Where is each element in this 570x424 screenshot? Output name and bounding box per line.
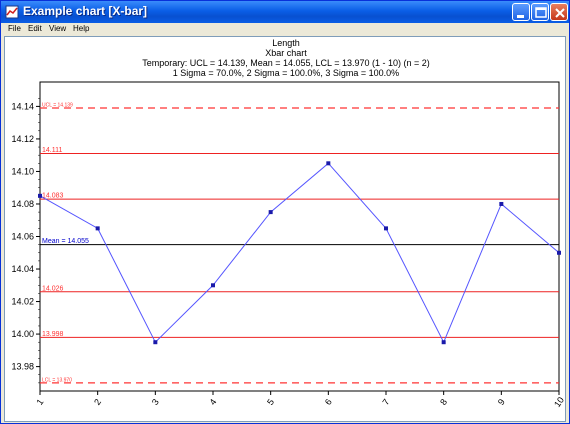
x-tick-label: 6 (323, 397, 334, 407)
chart-subtitle: Xbar chart (265, 48, 307, 58)
data-point (326, 161, 331, 166)
data-point (499, 201, 504, 206)
control-limits-summary: Temporary: UCL = 14.139, Mean = 14.055, … (142, 58, 430, 68)
sigma-line-label: 14.026 (42, 285, 64, 292)
mean-line-label: Mean = 14.055 (42, 238, 89, 245)
y-tick-label: 13.98 (11, 362, 34, 372)
x-tick-label: 1 (34, 397, 45, 407)
plot-frame (39, 81, 560, 392)
x-tick-label: 2 (92, 397, 103, 407)
menu-edit[interactable]: Edit (28, 24, 42, 33)
chart-area: Length Xbar chart Temporary: UCL = 14.13… (4, 36, 566, 422)
close-button[interactable] (550, 3, 568, 21)
menu-bar: File Edit View Help (1, 23, 569, 36)
close-icon (555, 8, 565, 18)
series-line (39, 162, 560, 344)
data-point (95, 226, 100, 231)
data-point (557, 250, 561, 255)
xbar-chart: 14.14 14.12 14.10 14.08 14.06 14.04 14.02 14.00… (11, 81, 566, 409)
x-tick-label: 10 (552, 395, 566, 409)
minimize-button[interactable] (512, 3, 530, 21)
chart-title: Length (272, 38, 300, 48)
data-point (153, 340, 158, 345)
y-tick-label: 14.12 (11, 134, 34, 144)
data-point (441, 340, 446, 345)
y-tick-label: 14.06 (11, 232, 34, 242)
x-tick-label: 5 (265, 397, 276, 407)
data-point (211, 283, 215, 288)
data-point (38, 193, 42, 198)
sigma-summary: 1 Sigma = 70.0%, 2 Sigma = 100.0%, 3 Sig… (172, 68, 400, 78)
data-point (384, 226, 388, 231)
control-limit-line-label: LCL = 13.970 (42, 377, 72, 383)
x-tick-label: 8 (438, 397, 449, 407)
x-tick-label: 4 (207, 397, 218, 407)
sigma-line-label: 13.998 (42, 331, 64, 338)
window-title: Example chart [X-bar] (23, 4, 148, 18)
title-bar[interactable]: Example chart [X-bar] (1, 1, 569, 23)
x-tick-label: 9 (496, 397, 507, 407)
data-point (268, 210, 273, 215)
sigma-line-label: 14.111 (42, 147, 62, 154)
minimize-icon (517, 15, 524, 18)
menu-file[interactable]: File (8, 24, 21, 33)
sigma-line-label: 14.083 (42, 193, 64, 200)
menu-help[interactable]: Help (73, 24, 90, 33)
x-tick-label: 3 (150, 397, 161, 407)
maximize-button[interactable] (531, 3, 549, 21)
maximize-icon (535, 7, 547, 18)
y-tick-label: 14.10 (11, 166, 34, 176)
y-tick-label: 14.14 (11, 101, 34, 111)
y-tick-label: 14.04 (11, 264, 34, 274)
menu-view[interactable]: View (49, 24, 67, 33)
x-tick-label: 7 (380, 397, 391, 407)
chart-app-icon (5, 5, 19, 19)
y-tick-label: 14.02 (11, 297, 34, 307)
y-tick-label: 14.00 (11, 329, 34, 339)
control-limit-line-label: UCL = 14.139 (42, 103, 73, 109)
y-tick-label: 14.08 (11, 199, 34, 209)
